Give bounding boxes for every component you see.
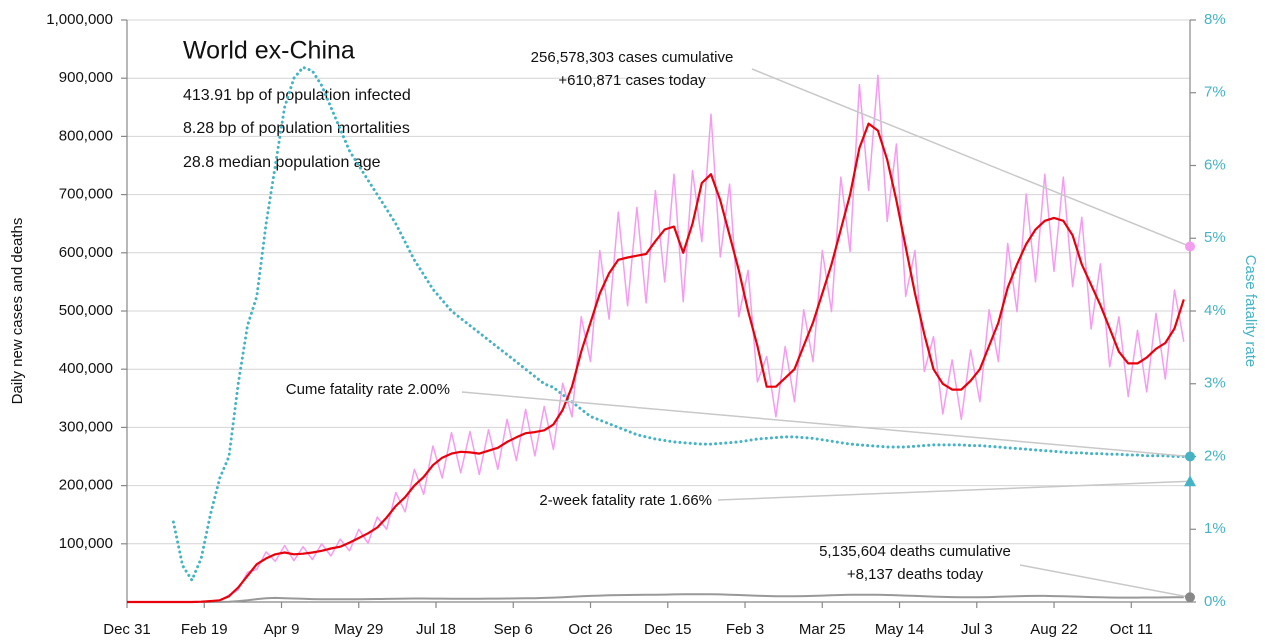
y2-tick-label: 2% [1204, 447, 1226, 464]
leader-line [1019, 564, 1191, 599]
y-tick-label: 600,000 [59, 244, 113, 261]
subtitle-line: 28.8 median population age [183, 154, 381, 171]
y-tick-label: 200,000 [59, 477, 113, 494]
y-tick-label: 700,000 [59, 186, 113, 203]
y-tick-label: 100,000 [59, 535, 113, 552]
y2-tick-label: 3% [1204, 375, 1226, 392]
annotation-text: 5,135,604 deaths cumulative [819, 543, 1011, 560]
y2-tick-label: 1% [1204, 520, 1226, 537]
x-tick-label: Mar 25 [799, 621, 846, 638]
x-tick-label: Jul 18 [416, 621, 456, 638]
series-line [127, 593, 1184, 603]
annotation-marker [1185, 451, 1195, 462]
leader-line [751, 68, 1191, 248]
y-tick-label: 300,000 [59, 418, 113, 435]
annotation-marker [1185, 592, 1195, 603]
leader-line [461, 391, 1191, 458]
chart-title: World ex-China [183, 37, 355, 65]
x-tick-label: Oct 11 [1110, 621, 1153, 638]
annotation-text: 2-week fatality rate 1.66% [539, 492, 712, 509]
annotation-text: Cume fatality rate 2.00% [286, 381, 450, 398]
annotation-text: +610,871 cases today [558, 72, 706, 89]
leader-line [717, 480, 1191, 501]
y2-tick-label: 6% [1204, 156, 1226, 173]
series-line [171, 65, 1186, 582]
x-tick-label: Sep 6 [494, 621, 533, 638]
y2-tick-label: 8% [1204, 11, 1226, 28]
annotation-marker [1185, 241, 1195, 252]
x-tick-label: Apr 9 [264, 621, 300, 638]
x-tick-label: Feb 3 [726, 621, 764, 638]
x-tick-label: Jul 3 [961, 621, 993, 638]
y-axis-label: Daily new cases and deaths [9, 218, 26, 405]
x-tick-label: Oct 26 [568, 621, 612, 638]
subtitle-line: 413.91 bp of population infected [183, 87, 411, 104]
y2-tick-label: 0% [1204, 593, 1226, 610]
annotation-marker [1184, 475, 1196, 487]
x-tick-label: Feb 19 [181, 621, 228, 638]
y2-tick-label: 4% [1204, 302, 1226, 319]
series-line [127, 122, 1185, 604]
series-line [127, 74, 1185, 603]
y-tick-label: 1,000,000 [46, 11, 113, 28]
annotation-text: 256,578,303 cases cumulative [531, 49, 734, 66]
y2-tick-label: 5% [1204, 229, 1226, 246]
y-tick-label: 500,000 [59, 302, 113, 319]
subtitle-line: 8.28 bp of population mortalities [183, 120, 410, 137]
y2-axis-label: Case fatality rate [1242, 255, 1259, 368]
annotation-text: +8,137 deaths today [847, 566, 984, 583]
x-tick-label: May 29 [334, 621, 383, 638]
x-tick-label: May 14 [875, 621, 924, 638]
y2-tick-label: 7% [1204, 84, 1226, 101]
y-tick-label: 800,000 [59, 127, 113, 144]
x-tick-label: Dec 15 [644, 621, 692, 638]
x-tick-label: Dec 31 [103, 621, 151, 638]
x-tick-label: Aug 22 [1030, 621, 1078, 638]
y-tick-label: 400,000 [59, 360, 113, 377]
y-tick-label: 900,000 [59, 69, 113, 86]
